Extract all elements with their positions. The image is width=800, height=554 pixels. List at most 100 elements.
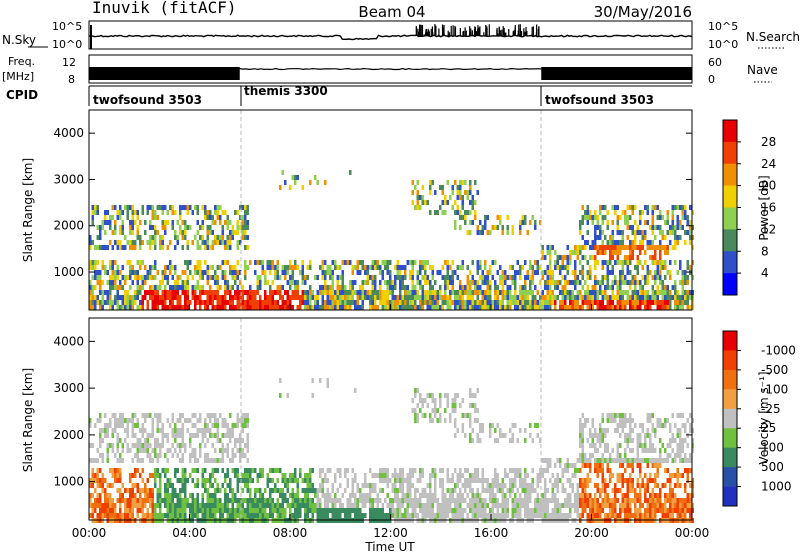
range-cell [364,498,367,503]
range-cell [326,265,329,270]
range-cell [544,508,547,513]
range-cell [609,478,612,483]
range-cell [324,280,327,285]
nsky-spikes [90,24,540,49]
range-cell [539,220,542,225]
range-cell [606,513,609,518]
range-cell [451,275,454,280]
range-cell [146,498,149,503]
range-cell [119,270,122,275]
range-cell [521,300,524,305]
range-cell [664,300,667,305]
range-cell [139,473,142,478]
range-cell [444,498,447,503]
range-cell [631,458,634,463]
range-cell [344,295,347,300]
range-cell [316,295,319,300]
range-cell [601,473,604,478]
range-cell [324,285,327,290]
range-cell [244,498,247,503]
range-cell [311,295,314,300]
range-cell [276,478,279,483]
range-cell [576,275,579,280]
range-cell [209,210,212,215]
range-cell [289,275,292,280]
range-cell [326,468,329,473]
range-cell [236,448,239,453]
range-cell [194,503,197,508]
range-cell [139,275,142,280]
range-cell [294,290,297,295]
range-cell [636,438,639,443]
range-cell [184,260,187,265]
range-cell [639,503,642,508]
range-cell [629,295,632,300]
range-cell [444,260,447,265]
range-cell [146,240,149,245]
range-cell [449,300,452,305]
range-cell [394,473,397,478]
range-cell [141,305,144,310]
range-cell [619,513,622,518]
range-cell [99,478,102,483]
range-cell [259,473,262,478]
range-cell [94,473,97,478]
range-cell [114,260,117,265]
range-cell [654,463,657,468]
range-cell [406,483,409,488]
range-cell [496,285,499,290]
range-cell [506,225,509,230]
range-cell [381,508,384,513]
range-cell [246,443,249,448]
range-cell [139,290,142,295]
range-cell [236,230,239,235]
range-cell [321,270,324,275]
range-cell [339,305,342,310]
range-cell [261,305,264,310]
range-cell [404,498,407,503]
range-cell [164,305,167,310]
range-cell [89,245,92,250]
range-cell [596,260,599,265]
range-cell [581,270,584,275]
range-cell [601,503,604,508]
range-cell [436,305,439,310]
range-cell [469,200,472,205]
range-cell [596,433,599,438]
range-cell [596,488,599,493]
range-cell [356,305,359,310]
range-cell [264,275,267,280]
range-cell [249,478,252,483]
range-cell [186,498,189,503]
range-cell [586,285,589,290]
range-cell [654,473,657,478]
range-cell [204,290,207,295]
range-cell [454,220,457,225]
range-cell [546,285,549,290]
range-cell [461,295,464,300]
range-cell [606,443,609,448]
range-cell [304,513,307,518]
range-cell [426,503,429,508]
range-cell [346,513,349,518]
range-cell [576,245,579,250]
range-cell [684,205,687,210]
range-cell [634,205,637,210]
range-cell [281,478,284,483]
range-cell [476,468,479,473]
range-cell [416,205,419,210]
range-cell [431,513,434,518]
range-cell [194,285,197,290]
range-cell [261,503,264,508]
range-cell [659,210,662,215]
range-cell [656,498,659,503]
range-cell [214,458,217,463]
range-cell [589,433,592,438]
range-cell [689,230,692,235]
range-cell [546,280,549,285]
range-cell [539,265,542,270]
range-cell [296,280,299,285]
range-cell [394,498,397,503]
range-cell [619,478,622,483]
range-cell [554,260,557,265]
